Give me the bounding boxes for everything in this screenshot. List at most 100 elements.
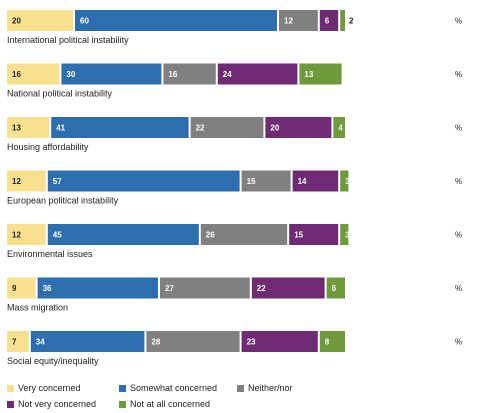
stacked-bar-chart: 20 60 12 6 2 % International political instabi… [7, 10, 462, 366]
legend-swatch-somewhat-concerned [119, 384, 126, 392]
bar-national-political-instability-very-concerned [7, 63, 60, 85]
value-label-environmental-issues-not-very-concerned: 15 [294, 231, 303, 240]
value-label-social-equity-inequality-not-at-all-concerned: 8 [325, 338, 330, 347]
bar-mass-migration-neither-nor [160, 277, 250, 299]
value-label-social-equity-inequality-somewhat-concerned: 34 [36, 338, 45, 347]
bar-international-political-instability-somewhat-concerned [75, 10, 277, 31]
bar-housing-affordability-not-very-concerned [265, 117, 332, 138]
value-label-mass-migration-somewhat-concerned: 36 [43, 284, 52, 293]
bar-mass-migration-not-at-all-concerned [326, 277, 345, 299]
legend-swatch-very-concerned [7, 384, 14, 392]
category-label-national-political-instability: National political instability [7, 89, 113, 99]
legend-item-not-very-concerned: Not very concerned [7, 399, 119, 409]
bar-social-equity-inequality-neither-nor [146, 331, 240, 352]
legend-label-not-at-all-concerned: Not at all concerned [130, 399, 211, 409]
bar-mass-migration-somewhat-concerned [37, 277, 158, 299]
bar-international-political-instability-neither-nor [279, 10, 318, 31]
value-label-environmental-issues-not-at-all-concerned: 3 [345, 231, 350, 240]
value-label-mass-migration-not-very-concerned: 22 [257, 284, 266, 293]
value-label-housing-affordability-very-concerned: 13 [12, 124, 21, 133]
value-label-housing-affordability-neither-nor: 22 [196, 124, 205, 133]
value-label-environmental-issues-neither-nor: 26 [206, 231, 215, 240]
bar-social-equity-inequality-not-very-concerned [241, 331, 318, 352]
value-label-european-political-instability-not-at-all-concerned: 3 [345, 177, 350, 186]
legend-label-not-very-concerned: Not very concerned [18, 399, 97, 409]
category-label-international-political-instability: International political instability [7, 35, 129, 45]
percent-unit-label: % [455, 338, 462, 347]
value-label-international-political-instability-not-at-all-concerned: 2 [349, 17, 354, 26]
legend-swatch-not-at-all-concerned [119, 400, 126, 408]
bar-housing-affordability-neither-nor [190, 117, 264, 138]
legend-item-somewhat-concerned: Somewhat concerned [119, 383, 237, 393]
percent-unit-label: % [455, 17, 462, 26]
value-label-national-political-instability-not-very-concerned: 24 [223, 70, 232, 79]
legend-label-neither-nor: Neither/nor [248, 383, 293, 393]
value-label-social-equity-inequality-very-concerned: 7 [12, 338, 17, 347]
value-label-european-political-instability-neither-nor: 15 [247, 177, 256, 186]
bar-national-political-instability-not-at-all-concerned [299, 63, 342, 85]
legend-item-not-at-all-concerned: Not at all concerned [119, 399, 249, 409]
bar-environmental-issues-not-very-concerned [289, 224, 339, 245]
value-label-mass-migration-not-at-all-concerned: 6 [332, 284, 337, 293]
value-label-international-political-instability-neither-nor: 12 [284, 17, 293, 26]
legend-row-1: Very concerned Somewhat concerned Neithe… [7, 381, 467, 395]
bar-housing-affordability-very-concerned [7, 117, 50, 138]
bar-social-equity-inequality-not-at-all-concerned [319, 331, 345, 352]
legend-swatch-not-very-concerned [7, 400, 14, 408]
bar-national-political-instability-somewhat-concerned [61, 63, 162, 85]
legend-row-2: Not very concerned Not at all concerned [7, 397, 467, 411]
value-label-social-equity-inequality-neither-nor: 28 [151, 338, 160, 347]
bar-mass-migration-not-very-concerned [251, 277, 325, 299]
bar-international-political-instability-not-at-all-concerned [340, 10, 345, 31]
value-label-environmental-issues-somewhat-concerned: 45 [53, 231, 62, 240]
value-label-national-political-instability-somewhat-concerned: 30 [66, 70, 75, 79]
value-label-national-political-instability-very-concerned: 16 [12, 70, 21, 79]
bar-european-political-instability-not-at-all-concerned [340, 170, 349, 192]
value-label-international-political-instability-somewhat-concerned: 60 [80, 17, 89, 26]
bar-european-political-instability-very-concerned [7, 170, 46, 192]
bar-national-political-instability-neither-nor [163, 63, 216, 85]
bar-international-political-instability-not-very-concerned [319, 10, 339, 31]
bar-european-political-instability-somewhat-concerned [47, 170, 240, 192]
bar-housing-affordability-somewhat-concerned [51, 117, 189, 138]
bar-environmental-issues-very-concerned [7, 224, 46, 245]
category-label-mass-migration: Mass migration [7, 303, 68, 313]
bar-social-equity-inequality-somewhat-concerned [30, 331, 145, 352]
value-label-international-political-instability-very-concerned: 20 [12, 17, 21, 26]
bar-national-political-instability-not-very-concerned [217, 63, 298, 85]
bar-european-political-instability-neither-nor [241, 170, 291, 192]
legend-label-very-concerned: Very concerned [18, 383, 81, 393]
value-label-mass-migration-very-concerned: 9 [12, 284, 17, 293]
legend-item-neither-nor: Neither/nor [237, 383, 349, 393]
category-label-european-political-instability: European political instability [7, 196, 119, 206]
bar-environmental-issues-somewhat-concerned [47, 224, 199, 245]
legend-swatch-neither-nor [237, 384, 244, 392]
bar-international-political-instability-very-concerned [7, 10, 73, 31]
bar-european-political-instability-not-very-concerned [292, 170, 339, 192]
value-label-european-political-instability-very-concerned: 12 [12, 177, 21, 186]
bar-environmental-issues-neither-nor [200, 224, 288, 245]
percent-unit-label: % [455, 231, 462, 240]
category-label-housing-affordability: Housing affordability [7, 142, 89, 152]
category-label-social-equity-inequality: Social equity/inequality [7, 356, 99, 366]
value-label-housing-affordability-not-very-concerned: 20 [270, 124, 279, 133]
legend: Very concerned Somewhat concerned Neithe… [7, 381, 467, 413]
value-label-environmental-issues-very-concerned: 12 [12, 231, 21, 240]
bar-social-equity-inequality-very-concerned [7, 331, 29, 352]
value-label-european-political-instability-somewhat-concerned: 57 [53, 177, 62, 186]
value-label-social-equity-inequality-not-very-concerned: 23 [247, 338, 256, 347]
percent-unit-label: % [455, 70, 462, 79]
bar-mass-migration-very-concerned [7, 277, 36, 299]
legend-label-somewhat-concerned: Somewhat concerned [130, 383, 218, 393]
percent-unit-label: % [455, 124, 462, 133]
value-label-mass-migration-neither-nor: 27 [165, 284, 174, 293]
value-label-national-political-instability-not-at-all-concerned: 13 [304, 70, 313, 79]
legend-item-very-concerned: Very concerned [7, 383, 119, 393]
value-label-european-political-instability-not-very-concerned: 14 [298, 177, 307, 186]
percent-unit-label: % [455, 284, 462, 293]
value-label-national-political-instability-neither-nor: 16 [168, 70, 177, 79]
bar-housing-affordability-not-at-all-concerned [333, 117, 345, 138]
value-label-international-political-instability-not-very-concerned: 6 [325, 17, 330, 26]
value-label-housing-affordability-somewhat-concerned: 41 [56, 124, 65, 133]
bar-environmental-issues-not-at-all-concerned [340, 224, 349, 245]
